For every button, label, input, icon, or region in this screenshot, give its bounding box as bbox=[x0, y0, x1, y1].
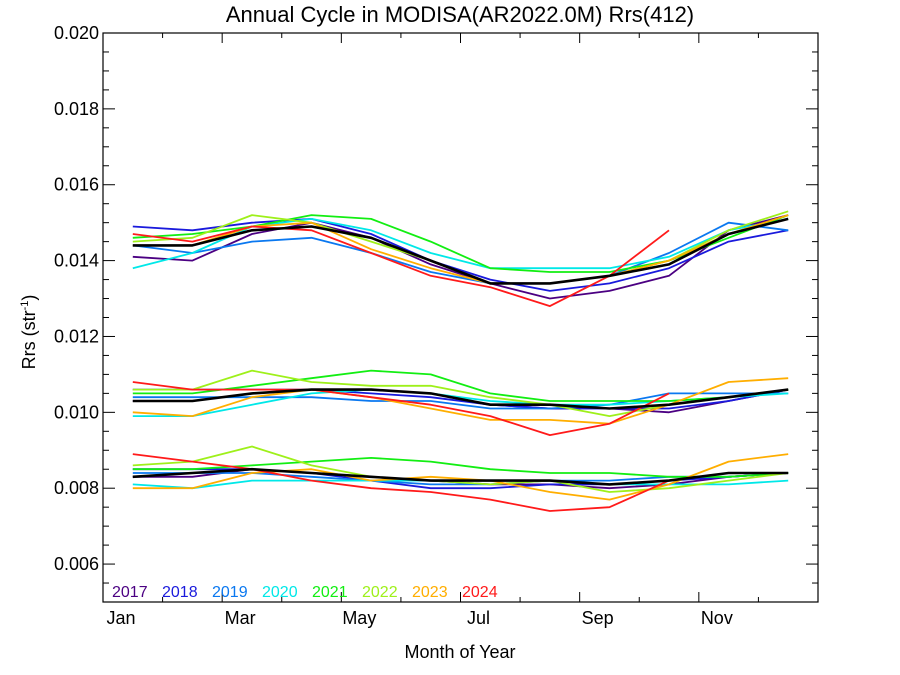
series-layer bbox=[132, 210, 789, 512]
y-tick-label: 0.006 bbox=[54, 554, 99, 574]
series-line-2020-upper bbox=[132, 217, 789, 270]
y-tick-label: 0.008 bbox=[54, 478, 99, 498]
legend-item-2021: 2021 bbox=[312, 584, 348, 601]
y-tick-label: 0.016 bbox=[54, 175, 99, 195]
y-tick-label: 0.012 bbox=[54, 326, 99, 346]
legend-item-2023: 2023 bbox=[412, 584, 448, 601]
series-line-2017-upper bbox=[132, 214, 789, 300]
x-tick-label: Sep bbox=[582, 608, 614, 628]
y-axis-label: Rrs (str-1) bbox=[19, 295, 39, 370]
legend-item-2020: 2020 bbox=[262, 584, 298, 601]
y-tick-label: 0.018 bbox=[54, 99, 99, 119]
mean-line-middle bbox=[132, 388, 789, 410]
x-axis-label: Month of Year bbox=[404, 642, 515, 662]
y-tick-label: 0.020 bbox=[54, 23, 99, 43]
y-tick-label: 0.010 bbox=[54, 402, 99, 422]
legend-item-2018: 2018 bbox=[162, 584, 198, 601]
x-tick-label: May bbox=[342, 608, 376, 628]
series-line-2021-lower bbox=[132, 456, 789, 478]
x-tick-label: Mar bbox=[225, 608, 256, 628]
x-tick-label: Jan bbox=[106, 608, 135, 628]
legend-item-2019: 2019 bbox=[212, 584, 248, 601]
series-line-2022-lower bbox=[132, 445, 789, 493]
series-line-2024-middle bbox=[132, 381, 670, 437]
y-tick-label: 0.014 bbox=[54, 251, 99, 271]
series-line-2024-lower bbox=[132, 453, 670, 512]
legend-item-2022: 2022 bbox=[362, 584, 398, 601]
x-axis: Jan Mar May Jul Sep Nov bbox=[102, 33, 759, 628]
series-line-2019-middle bbox=[132, 392, 789, 410]
series-line-2018-upper bbox=[132, 217, 789, 292]
chart-title: Annual Cycle in MODISA(AR2022.0M) Rrs(41… bbox=[226, 2, 694, 27]
y-axis-label-close: ) bbox=[19, 295, 39, 301]
mean-line-upper bbox=[132, 217, 789, 285]
legend-item-2017: 2017 bbox=[112, 584, 148, 601]
x-tick-label: Nov bbox=[701, 608, 733, 628]
series-line-2019-upper bbox=[132, 221, 789, 285]
series-line-2024-upper bbox=[132, 225, 670, 308]
y-axis-label-superscript: -1 bbox=[19, 301, 31, 311]
mean-line-lower bbox=[132, 467, 789, 486]
legend-item-2024: 2024 bbox=[462, 584, 498, 601]
series-line-2023-middle bbox=[132, 377, 789, 425]
y-axis-label-text: Rrs (str bbox=[19, 310, 39, 369]
legend: 2017 2018 2019 2020 2021 2022 2023 2024 bbox=[112, 584, 498, 601]
y-axis: 0.006 0.008 0.010 0.012 0.014 0.016 0.018 0.020 bbox=[54, 23, 818, 603]
x-tick-label: Jul bbox=[467, 608, 490, 628]
